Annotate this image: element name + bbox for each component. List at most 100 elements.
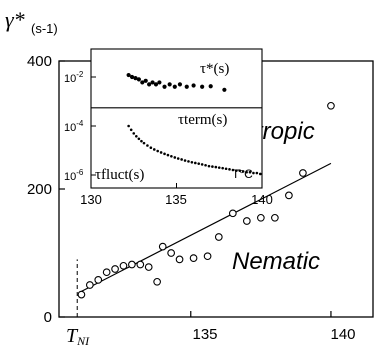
tau-star-point: [184, 84, 189, 89]
tau-star-point: [172, 84, 177, 89]
fit-line: [81, 162, 332, 292]
tau-star-point: [153, 82, 159, 87]
tau-fluct-point: [214, 165, 218, 169]
tau-fluct-point: [127, 124, 130, 128]
y-tick-label-400: 400: [27, 53, 52, 70]
data-point: [77, 290, 86, 299]
tau-fluct-point: [173, 156, 177, 159]
tau-fluct-point: [190, 160, 194, 164]
inset-y-tick-1e-4: 10-4: [64, 119, 84, 134]
tau-fluct-point: [152, 148, 156, 151]
data-point: [175, 255, 184, 264]
tau-fluct-point: [156, 149, 159, 153]
tau-star-point: [143, 78, 148, 83]
inset-y-tick-1e-6: 10-6: [64, 168, 84, 183]
tau-fluct-point: [204, 163, 207, 167]
tau-fluct-point: [197, 162, 201, 165]
inset-plot-marks: [90, 72, 263, 188]
tau-star-point: [200, 84, 205, 89]
data-point: [242, 217, 251, 225]
tau-fluct-point: [140, 139, 143, 143]
tau-fluct-point: [221, 166, 224, 170]
tau-fluct-point: [231, 168, 235, 172]
tau-fluct-point: [241, 170, 245, 173]
data-point: [136, 260, 145, 269]
tau-star-point: [150, 80, 155, 85]
tau-fluct-point: [224, 167, 228, 171]
data-point: [158, 242, 167, 251]
tau-star-point: [136, 77, 141, 82]
data-point: [189, 254, 198, 262]
data-point: [111, 265, 119, 273]
tau-fluct-point: [194, 161, 197, 165]
tau-fluct-point: [166, 153, 170, 157]
x-tick-label-135: 135: [192, 326, 217, 343]
tau-fluct-point: [149, 146, 153, 150]
tau-fluct-point: [176, 157, 180, 160]
data-point: [167, 249, 175, 257]
tau-fluct-point: [255, 171, 259, 175]
data-point: [228, 209, 237, 218]
tau-star-point: [126, 72, 131, 78]
tau-fluct-point: [245, 170, 248, 174]
x-origin-label: TNI: [66, 325, 90, 346]
inset-label-tau-term: τterm(s): [178, 112, 227, 128]
data-point: [285, 191, 293, 200]
tau-fluct-point: [258, 172, 262, 176]
tau-fluct-point: [238, 169, 242, 172]
tau-fluct-point: [183, 159, 187, 162]
tau-fluct-point: [211, 165, 214, 168]
inset-x-tick-135: 135: [165, 192, 187, 207]
data-point: [85, 281, 94, 289]
tau-fluct-point: [207, 164, 211, 168]
tau-fluct-point: [135, 134, 138, 138]
main-plot-marks: [59, 60, 335, 318]
data-point: [271, 213, 279, 222]
tau-fluct-point: [129, 128, 133, 132]
data-point: [144, 263, 153, 271]
tau-fluct-point: [163, 152, 166, 156]
data-point: [327, 101, 335, 110]
tau-fluct-point: [200, 163, 204, 166]
tau-fluct-point: [228, 168, 231, 171]
y-axis-unit: (s-1): [31, 21, 58, 36]
inset-x-tick-130: 130: [80, 192, 102, 207]
tau-fluct-point: [137, 137, 141, 141]
inset-plot-frame: [90, 48, 263, 189]
data-point: [214, 233, 223, 241]
tau-star-point: [222, 87, 227, 92]
tau-star-point: [208, 84, 213, 89]
tau-star-point: [177, 82, 183, 87]
tau-fluct-point: [217, 166, 221, 169]
tau-fluct-point: [132, 132, 136, 135]
tau-star-point: [167, 82, 172, 87]
nematic-label: Nematic: [232, 248, 320, 275]
inset-y-tick-1e-2: 10-2: [64, 70, 84, 85]
data-point: [203, 252, 212, 261]
tau-star-point: [140, 80, 145, 85]
tau-fluct-point: [159, 151, 163, 154]
data-point: [128, 260, 136, 269]
data-point: [102, 268, 111, 277]
tau-star-point: [133, 76, 138, 81]
tau-star-point: [147, 82, 152, 87]
tau-fluct-point: [235, 169, 238, 172]
tau-star-point: [162, 84, 167, 89]
data-point: [299, 169, 307, 177]
data-point: [153, 277, 161, 286]
x-tick-label-140: 140: [330, 326, 355, 343]
tau-fluct-point: [252, 171, 255, 175]
tau-fluct-point: [180, 158, 183, 161]
inset-label-tau-fluct: τfluct(s): [95, 167, 144, 183]
tau-star-point: [157, 80, 162, 85]
inset-label-temp-unit: T°C: [232, 167, 253, 181]
tau-fluct-point: [170, 154, 173, 158]
data-point: [257, 213, 265, 222]
tau-star-point: [191, 83, 196, 88]
y-axis-label: γ*: [5, 7, 25, 32]
y-tick-label-200: 200: [27, 181, 52, 198]
tau-star-point: [129, 74, 135, 80]
data-point: [94, 276, 103, 284]
tau-fluct-point: [248, 170, 252, 174]
